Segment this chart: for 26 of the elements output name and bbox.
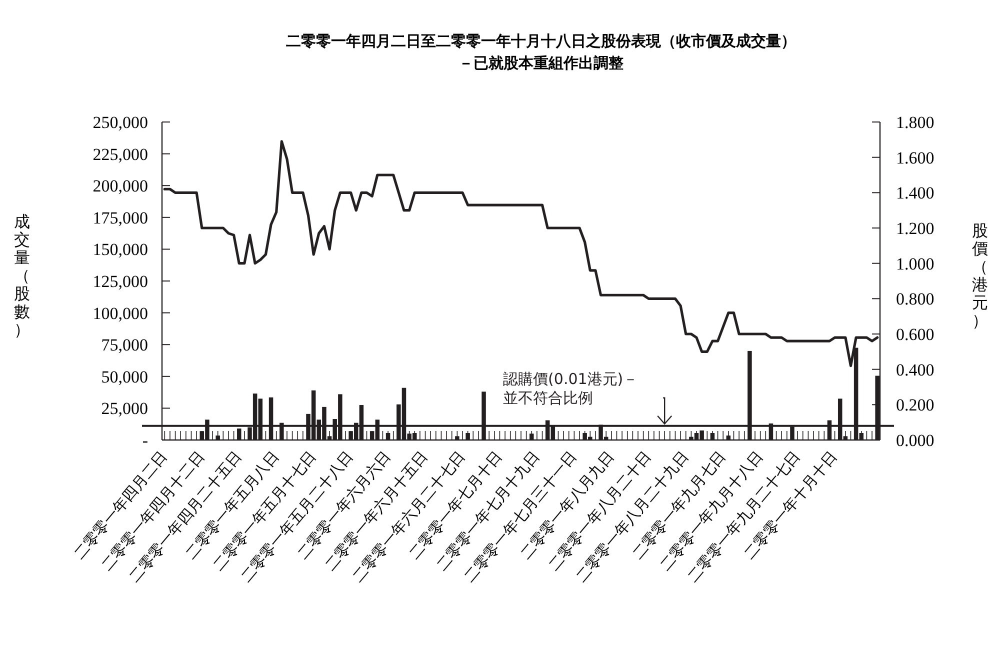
y2-axis-title: 股價（港元） (972, 221, 988, 330)
y-tick-label: 75,000 (101, 336, 148, 355)
y2-tick-label: 0.000 (896, 431, 934, 450)
y2-tick-label: 1.000 (896, 254, 934, 274)
ref-line-label: 認購價(0.01港元)－並不符合比例 (503, 370, 638, 407)
y-tick-label: 175,000 (92, 208, 148, 228)
y-tick-label: 200,000 (92, 176, 148, 196)
y2-tick-label: 1.200 (896, 219, 934, 238)
y-tick-label: 225,000 (92, 144, 148, 164)
y-tick-label: 125,000 (92, 272, 148, 291)
y2-tick-label: 0.800 (896, 290, 934, 309)
y-tick-label: - (142, 431, 148, 450)
y2-tick-label: 1.800 (896, 113, 934, 132)
y-tick-label: 50,000 (101, 367, 148, 386)
y2-tick-label: 1.400 (896, 184, 934, 203)
y-axis-title: 成交量（股數） (14, 212, 30, 339)
chart-subtitle: －已就股本重組作出調整 (458, 54, 624, 72)
y-tick-label: 150,000 (92, 240, 148, 260)
y2-tick-label: 1.600 (896, 148, 934, 168)
y2-tick-label: 0.600 (896, 325, 934, 344)
chart-title: 二零零一年四月二日至二零零一年十月十八日之股份表現（收市價及成交量） (286, 32, 796, 50)
y2-tick-label: 0.400 (896, 360, 934, 380)
y-tick-label: 100,000 (92, 304, 148, 323)
y2-tick-label: 0.200 (896, 396, 934, 415)
y-tick-label: 25,000 (101, 399, 148, 418)
y-tick-label: 250,000 (92, 113, 148, 132)
